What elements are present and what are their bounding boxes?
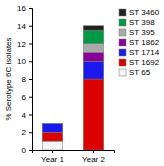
y-tick-mark — [29, 26, 32, 27]
bar-segment — [83, 61, 104, 79]
legend-label: ST 1692 — [129, 58, 160, 67]
y-tick: 2 — [22, 128, 32, 137]
bar-series — [83, 30, 104, 43]
chart: 0 2 4 6 8 10 12 14 16 Year 1 Year 2 % Serotype 6C i… — [0, 0, 164, 166]
bar-segment — [42, 123, 63, 124]
bar-segment — [42, 123, 63, 124]
legend-swatch — [119, 69, 126, 76]
bar-series — [42, 141, 63, 150]
legend-swatch — [119, 49, 126, 56]
y-tick-mark — [29, 44, 32, 45]
y-tick-label: 14 — [17, 22, 26, 31]
legend-item: ST 1714 — [119, 48, 160, 57]
y-tick: 0 — [22, 146, 32, 155]
y-tick: 4 — [22, 111, 32, 120]
bar-series — [83, 52, 104, 61]
legend: ST 3460ST 398ST 395ST 1862ST 1714ST 1692… — [119, 8, 160, 77]
bar-segment — [83, 52, 104, 61]
bar-segment — [83, 44, 104, 53]
y-tick: 14 — [17, 22, 32, 31]
bar-series — [83, 26, 104, 30]
y-tick-mark — [29, 115, 32, 116]
y-tick-mark — [29, 8, 32, 9]
y-tick: 12 — [17, 40, 32, 49]
y-tick-label: 2 — [22, 128, 27, 137]
bar-series — [42, 79, 104, 150]
legend-label: ST 3460 — [129, 8, 160, 17]
bar-segment — [42, 123, 63, 124]
legend-item: ST 398 — [119, 18, 155, 27]
legend-swatch — [119, 19, 126, 26]
x-axis: Year 1 Year 2 — [33, 150, 115, 164]
legend-swatch — [119, 59, 126, 66]
legend-label: ST 1714 — [129, 48, 160, 57]
bar-segment — [83, 79, 104, 150]
bar-segment — [42, 123, 63, 124]
y-tick-label: 8 — [22, 75, 27, 84]
x-tick: Year 2 — [82, 150, 105, 164]
legend-swatch — [119, 9, 126, 16]
y-tick: 16 — [17, 4, 32, 13]
bar-segment — [83, 26, 104, 30]
y-axis: 0 2 4 6 8 10 12 14 16 — [17, 4, 32, 155]
bars — [42, 26, 104, 150]
y-tick-label: 12 — [17, 40, 26, 49]
y-tick-label: 6 — [22, 93, 27, 102]
y-tick: 8 — [22, 75, 32, 84]
bar-segment — [42, 132, 63, 141]
y-tick-mark — [29, 97, 32, 98]
legend-label: ST 395 — [129, 28, 155, 37]
legend-label: ST 65 — [129, 68, 151, 77]
x-tick-label: Year 1 — [41, 155, 64, 164]
y-axis-title: % Serotype 6C isolates — [4, 37, 13, 120]
x-tick-mark — [52, 150, 53, 153]
y-tick-label: 10 — [17, 57, 26, 66]
legend-item: ST 3460 — [119, 8, 160, 17]
y-tick-label: 0 — [22, 146, 27, 155]
x-tick-mark — [93, 150, 94, 153]
y-axis-line — [29, 9, 33, 151]
legend-label: ST 398 — [129, 18, 155, 27]
y-tick-label: 4 — [22, 111, 27, 120]
y-tick: 10 — [17, 57, 32, 66]
bar-segment — [42, 123, 63, 132]
legend-item: ST 1862 — [119, 38, 160, 47]
legend-item: ST 65 — [119, 68, 151, 77]
y-tick-mark — [29, 61, 32, 62]
plot: 0 2 4 6 8 10 12 14 16 Year 1 Year 2 — [17, 4, 114, 164]
y-tick-mark — [29, 150, 32, 151]
legend-item: ST 395 — [119, 28, 155, 37]
bar-segment — [83, 30, 104, 43]
legend-swatch — [119, 39, 126, 46]
legend-item: ST 1692 — [119, 58, 160, 67]
y-tick-label: 16 — [17, 4, 26, 13]
legend-label: ST 1862 — [129, 38, 160, 47]
legend-swatch — [119, 29, 126, 36]
x-axis-line — [33, 151, 115, 154]
x-tick-label: Year 2 — [82, 155, 105, 164]
bar-segment — [42, 141, 63, 150]
y-tick: 6 — [22, 93, 32, 102]
bar-series — [83, 44, 104, 53]
y-tick-mark — [29, 79, 32, 80]
y-tick-mark — [29, 132, 32, 133]
bar-series — [42, 61, 104, 132]
x-tick: Year 1 — [41, 150, 64, 164]
